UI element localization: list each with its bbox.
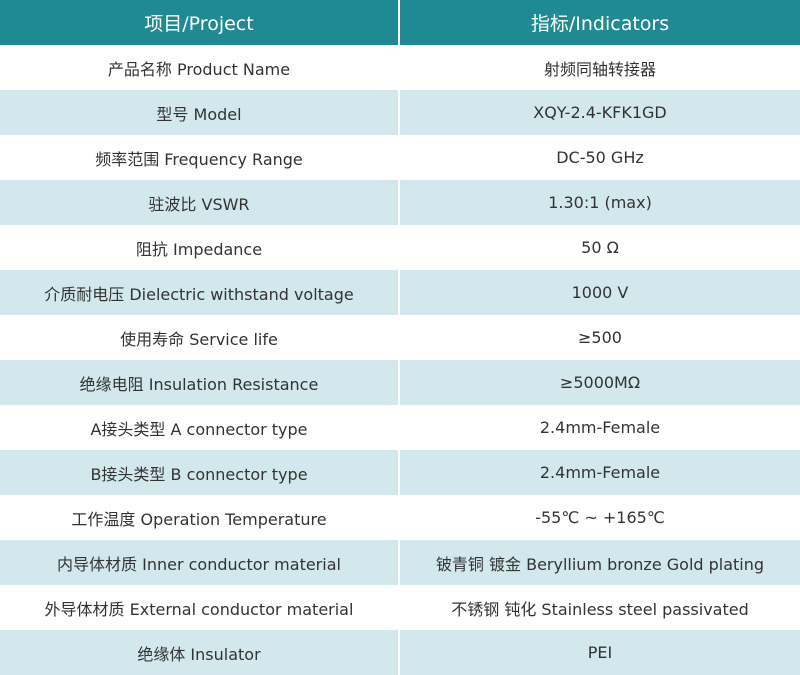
table-row: 驻波比 VSWR 1.30:1 (max) [0, 180, 800, 225]
header-cell: 指标/Indicators [530, 13, 670, 35]
table-cell: 射频同轴转接器 [543, 59, 656, 79]
table-cell: 2.4mm-Female [539, 463, 661, 482]
header-row: 项目/Project 指标/Indicators [0, 0, 800, 45]
table-cell: 驻波比 VSWR [0, 180, 400, 225]
table-cell: 50 Ω [581, 238, 619, 257]
table-row: 工作温度 Operation Temperature -55℃ ~ +165℃ [0, 495, 800, 540]
table-cell: 产品名称 Product Name [0, 45, 400, 90]
table-cell: 不锈钢 钝化 Stainless steel passivated [451, 599, 749, 619]
table-cell: 型号 Model [0, 90, 400, 135]
table-cell: 绝缘电阻 Insulation Resistance [0, 360, 400, 405]
table-cell: A接头类型 A connector type [0, 405, 400, 450]
table-row: 型号 Model XQY-2.4-KFK1GD [0, 90, 800, 135]
table-row: 内导体材质 Inner conductor material 铍青铜 镀金 Ber… [0, 540, 800, 585]
table-row: 使用寿命 Service life ≥500 [0, 315, 800, 360]
table-cell: DC-50 GHz [556, 148, 644, 167]
table-row: A接头类型 A connector type 2.4mm-Female [0, 405, 800, 450]
table-row: 阻抗 Impedance 50 Ω [0, 225, 800, 270]
table-row: 频率范围 Frequency Range DC-50 GHz [0, 135, 800, 180]
table-cell: 介质耐电压 Dielectric withstand voltage [0, 270, 400, 315]
table-row: B接头类型 B connector type 2.4mm-Female [0, 450, 800, 495]
table-cell: 外导体材质 External conductor material [0, 585, 400, 630]
table-cell: 工作温度 Operation Temperature [0, 495, 400, 540]
table-cell: 使用寿命 Service life [0, 315, 400, 360]
header-cell: 项目/Project [0, 0, 400, 45]
table-cell: 频率范围 Frequency Range [0, 135, 400, 180]
table-cell: B接头类型 B connector type [0, 450, 400, 495]
table-cell: 阻抗 Impedance [0, 225, 400, 270]
table-cell: 2.4mm-Female [539, 418, 661, 437]
table-cell: 1000 V [571, 283, 629, 302]
table-row: 外导体材质 External conductor material 不锈钢 钝化 … [0, 585, 800, 630]
table-cell: XQY-2.4-KFK1GD [533, 103, 667, 122]
table-cell: ≥5000MΩ [559, 373, 641, 392]
table-cell: PEI [587, 643, 613, 662]
table-cell: 内导体材质 Inner conductor material [0, 540, 400, 585]
table-cell: 绝缘体 Insulator [0, 630, 400, 675]
table-row: 绝缘电阻 Insulation Resistance ≥5000MΩ [0, 360, 800, 405]
table-row: 绝缘体 Insulator PEI [0, 630, 800, 675]
table-row: 产品名称 Product Name 射频同轴转接器 [0, 45, 800, 90]
table-cell: 铍青铜 镀金 Beryllium bronze Gold plating [435, 554, 765, 574]
table-cell: -55℃ ~ +165℃ [535, 508, 665, 527]
table-cell: 1.30:1 (max) [548, 193, 652, 212]
table-cell: ≥500 [578, 328, 622, 347]
table-row: 介质耐电压 Dielectric withstand voltage 1000 V [0, 270, 800, 315]
